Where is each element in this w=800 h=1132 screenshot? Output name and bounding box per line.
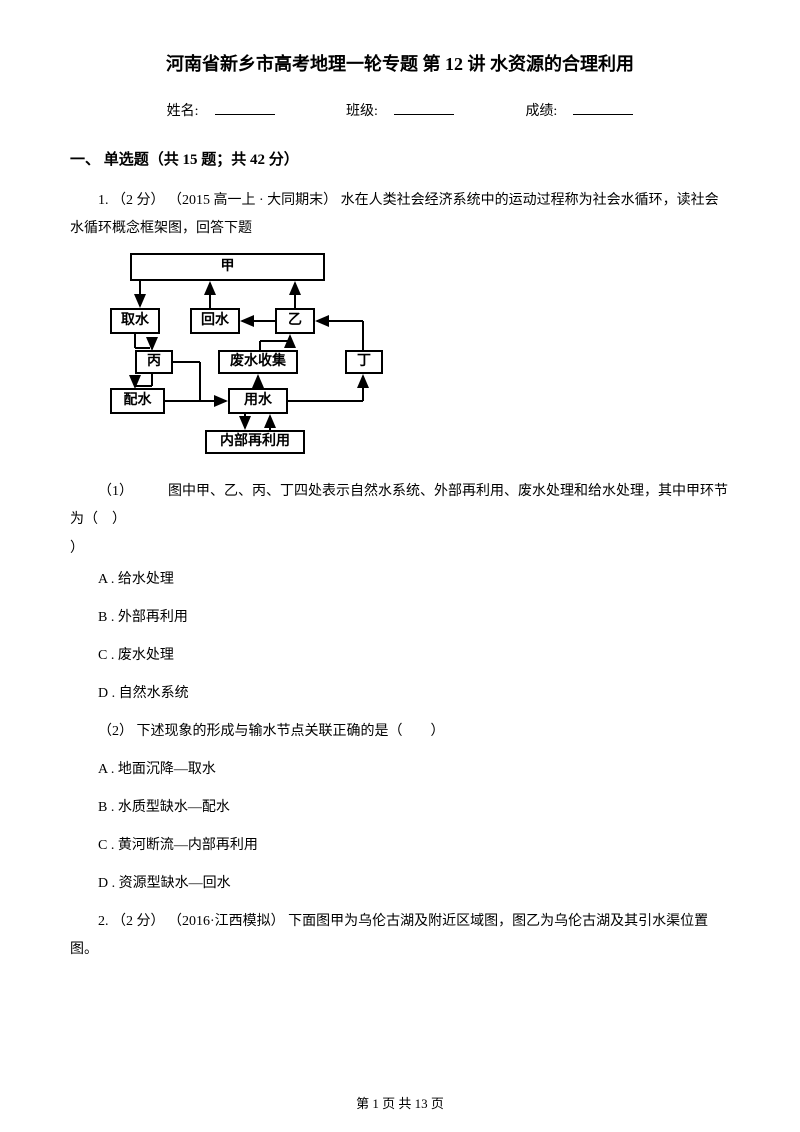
name-underline — [215, 101, 275, 115]
page-footer: 第 1 页 共 13 页 — [0, 1093, 800, 1112]
q1-sub2: （2） 下述现象的形成与输水节点关联正确的是（ ） — [70, 718, 730, 746]
q1-stem: 1. （2 分） （2015 高一上 · 大同期末） 水在人类社会经济系统中的运… — [70, 187, 730, 243]
node-yi: 乙 — [275, 308, 315, 334]
q1-opt-b: B . 外部再利用 — [70, 604, 730, 632]
q1-opt-c2: C . 黄河断流—内部再利用 — [70, 832, 730, 860]
q1-sub1: （1） 图中甲、乙、丙、丁四处表示自然水系统、外部再利用、废水处理和给水处理，其… — [70, 478, 730, 534]
score-underline — [573, 101, 633, 115]
name-label: 姓名: — [167, 104, 199, 119]
section-header: 一、 单选题（共 15 题；共 42 分） — [70, 148, 730, 169]
node-yongshui: 用水 — [228, 388, 288, 414]
node-ding: 丁 — [345, 350, 383, 374]
node-peishui: 配水 — [110, 388, 165, 414]
node-bing: 丙 — [135, 350, 173, 374]
q1-opt-a2: A . 地面沉降—取水 — [70, 756, 730, 784]
node-neibuzailiyong: 内部再利用 — [205, 430, 305, 454]
q2-stem: 2. （2 分） （2016·江西模拟） 下面图甲为乌伦古湖及附近区域图，图乙为… — [70, 908, 730, 964]
node-feishuishouji: 废水收集 — [218, 350, 298, 374]
node-qushui: 取水 — [110, 308, 160, 334]
q1-opt-c: C . 废水处理 — [70, 642, 730, 670]
class-label: 班级: — [346, 104, 378, 119]
question-1: 1. （2 分） （2015 高一上 · 大同期末） 水在人类社会经济系统中的运… — [70, 187, 730, 964]
q1-opt-d2: D . 资源型缺水—回水 — [70, 870, 730, 898]
node-jia: 甲 — [130, 253, 325, 281]
score-label: 成绩: — [525, 104, 557, 119]
flowchart-diagram: 甲 取水 回水 乙 丙 废水收集 丁 配水 用水 内部再利用 — [110, 253, 420, 458]
class-underline — [394, 101, 454, 115]
node-huishui: 回水 — [190, 308, 240, 334]
page-title: 河南省新乡市高考地理一轮专题 第 12 讲 水资源的合理利用 — [70, 50, 730, 76]
info-row: 姓名: 班级: 成绩: — [70, 100, 730, 120]
q1-opt-b2: B . 水质型缺水—配水 — [70, 794, 730, 822]
q1-opt-a: A . 给水处理 — [70, 566, 730, 594]
q1-opt-d: D . 自然水系统 — [70, 680, 730, 708]
